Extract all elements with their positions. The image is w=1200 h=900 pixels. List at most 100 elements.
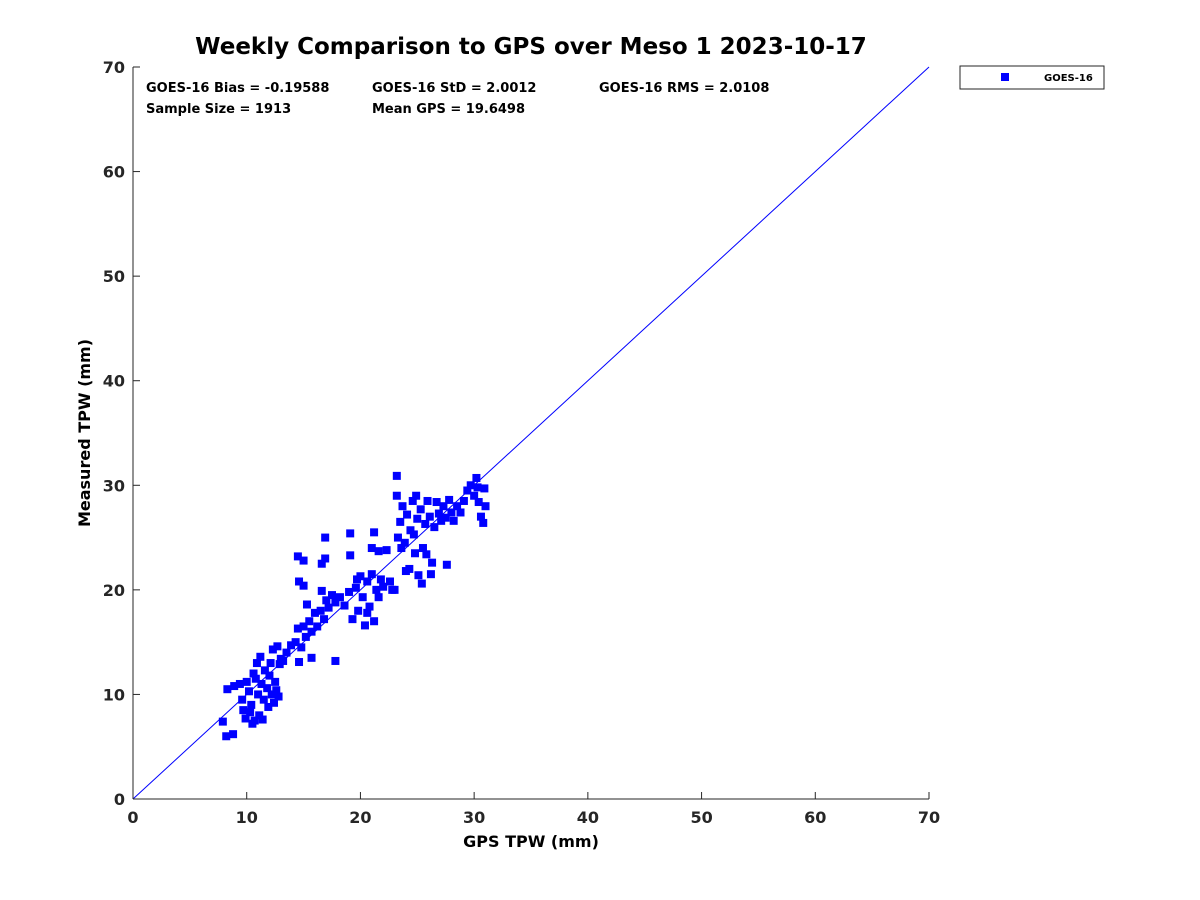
data-point xyxy=(250,716,259,725)
data-point xyxy=(385,577,394,586)
data-point xyxy=(320,615,329,624)
data-point xyxy=(291,638,300,647)
data-point xyxy=(340,601,349,610)
data-point xyxy=(459,496,468,505)
data-point xyxy=(379,582,388,591)
data-point xyxy=(322,596,331,605)
y-tick-label: 20 xyxy=(103,581,125,600)
data-point xyxy=(222,732,231,741)
data-point xyxy=(476,512,485,521)
data-point xyxy=(299,581,308,590)
data-point xyxy=(479,518,488,527)
data-point xyxy=(408,496,417,505)
data-point xyxy=(474,498,483,507)
data-point xyxy=(412,491,421,500)
x-tick-label: 40 xyxy=(577,808,599,827)
data-point xyxy=(393,533,402,542)
data-point xyxy=(287,641,296,650)
data-point xyxy=(374,547,383,556)
data-point xyxy=(321,554,330,563)
data-point xyxy=(376,575,385,584)
data-point xyxy=(295,658,304,667)
data-point xyxy=(418,544,427,553)
data-point xyxy=(453,502,462,511)
data-point xyxy=(406,526,415,535)
data-point xyxy=(367,544,376,553)
data-point xyxy=(456,508,465,517)
data-point xyxy=(432,498,441,507)
y-tick-label: 0 xyxy=(114,790,125,809)
data-point xyxy=(346,551,355,560)
chart-title: Weekly Comparison to GPS over Meso 1 202… xyxy=(195,34,867,60)
data-point xyxy=(449,516,458,525)
data-point xyxy=(297,643,306,652)
y-tick-label: 50 xyxy=(103,267,125,286)
annotation-std: GOES-16 StD = 2.0012 xyxy=(372,81,536,96)
y-axis-label: Measured TPW (mm) xyxy=(75,339,94,527)
one-to-one-line xyxy=(132,66,930,800)
y-tick-label: 30 xyxy=(103,476,125,495)
data-point xyxy=(218,717,227,726)
data-point xyxy=(370,617,379,626)
data-point xyxy=(409,530,418,539)
data-point xyxy=(251,674,260,683)
data-point xyxy=(293,624,302,633)
data-point xyxy=(430,523,439,532)
data-point xyxy=(447,508,456,517)
data-point xyxy=(411,549,420,558)
data-point xyxy=(305,617,314,626)
data-point xyxy=(365,602,374,611)
data-point xyxy=(230,682,239,691)
data-point xyxy=(400,538,409,547)
data-point xyxy=(401,567,410,576)
data-point xyxy=(282,648,291,657)
data-point xyxy=(392,471,401,480)
data-point xyxy=(428,558,437,567)
data-point xyxy=(396,517,405,526)
x-tick-label: 10 xyxy=(236,808,258,827)
data-point xyxy=(374,593,383,602)
y-tick-label: 10 xyxy=(103,685,125,704)
data-point xyxy=(466,481,475,490)
data-point xyxy=(480,484,489,493)
data-point xyxy=(335,593,344,602)
data-point xyxy=(274,692,283,701)
data-point xyxy=(258,715,267,724)
data-point xyxy=(301,632,310,641)
x-tick-label: 20 xyxy=(349,808,371,827)
data-point xyxy=(392,491,401,500)
data-point xyxy=(351,583,360,592)
data-point xyxy=(266,659,275,668)
data-point xyxy=(223,685,232,694)
data-point xyxy=(273,642,282,651)
data-point xyxy=(324,603,333,612)
data-point xyxy=(259,695,268,704)
data-point xyxy=(397,544,406,553)
data-point xyxy=(299,556,308,565)
data-point xyxy=(293,552,302,561)
data-point xyxy=(416,505,425,514)
data-point xyxy=(310,608,319,617)
data-point xyxy=(229,730,238,739)
data-point xyxy=(367,570,376,579)
data-point xyxy=(442,560,451,569)
data-point xyxy=(414,571,423,580)
data-point xyxy=(472,473,481,482)
data-point xyxy=(260,666,269,675)
data-point xyxy=(398,502,407,511)
y-tick-label: 70 xyxy=(103,58,125,77)
annotation-sample-size: Sample Size = 1913 xyxy=(146,102,291,117)
data-point xyxy=(331,656,340,665)
data-point xyxy=(372,585,381,594)
legend-box xyxy=(959,65,1105,90)
data-point xyxy=(439,502,448,511)
data-point xyxy=(239,706,248,715)
data-point xyxy=(437,516,446,525)
data-point xyxy=(268,645,277,654)
y-tick-label: 40 xyxy=(103,372,125,391)
data-point xyxy=(271,677,280,686)
data-points xyxy=(218,471,490,741)
data-point xyxy=(360,621,369,630)
x-tick-label: 70 xyxy=(918,808,940,827)
